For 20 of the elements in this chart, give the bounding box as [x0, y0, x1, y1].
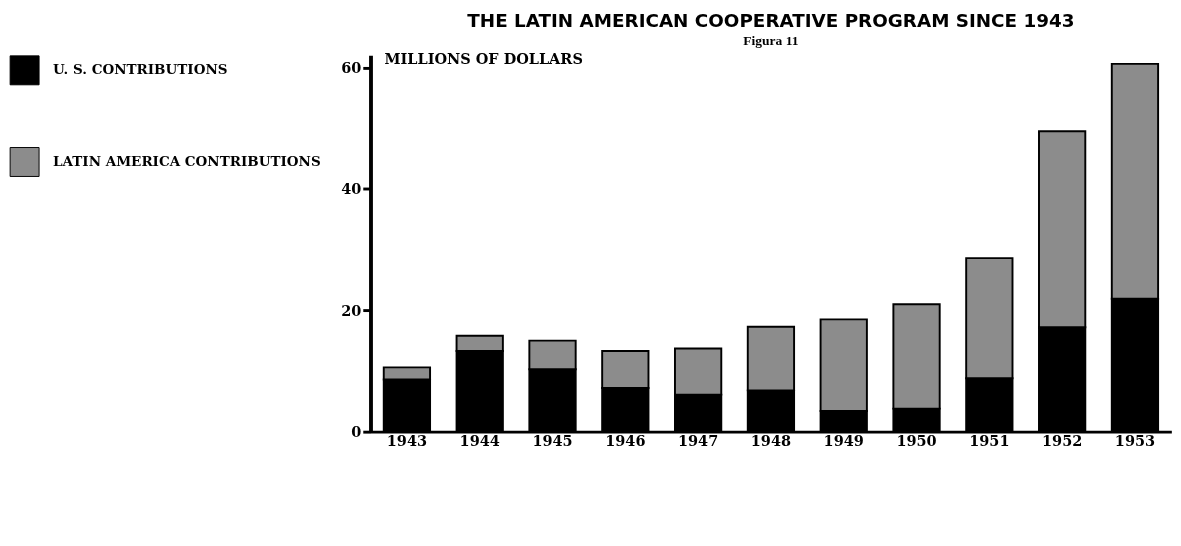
- x-tick-label: 1952: [1042, 431, 1083, 449]
- y-tick-label: 0: [351, 422, 362, 440]
- x-tick-label: 1947: [677, 431, 719, 449]
- legend-label: U. S. CONTRIBUTIONS: [53, 61, 228, 78]
- text: Figura 11: [743, 32, 799, 48]
- y-tick-label: 60: [341, 58, 362, 76]
- chart-title: THE LATIN AMERICAN COOPERATIVE PROGRAM SINCE 1943: [467, 10, 1075, 32]
- y-tick-label: 20: [341, 301, 362, 319]
- y-tick-label: 40: [341, 180, 362, 198]
- x-tick-label: 1953: [1114, 431, 1156, 449]
- x-tick-label: 1948: [750, 431, 792, 449]
- x-tick-label: 1946: [605, 431, 646, 449]
- legend-label: LATIN AMERICA CONTRIBUTIONS: [53, 152, 321, 169]
- x-tick-label: 1943: [386, 431, 428, 449]
- x-tick-label: 1944: [459, 431, 500, 449]
- x-tick-label: 1945: [532, 431, 573, 449]
- y-axis-title: MILLIONS OF DOLLARS: [384, 49, 583, 67]
- x-tick-label: 1951: [969, 431, 1010, 449]
- x-tick-label: 1949: [823, 431, 864, 449]
- x-tick-label: 1950: [896, 431, 937, 449]
